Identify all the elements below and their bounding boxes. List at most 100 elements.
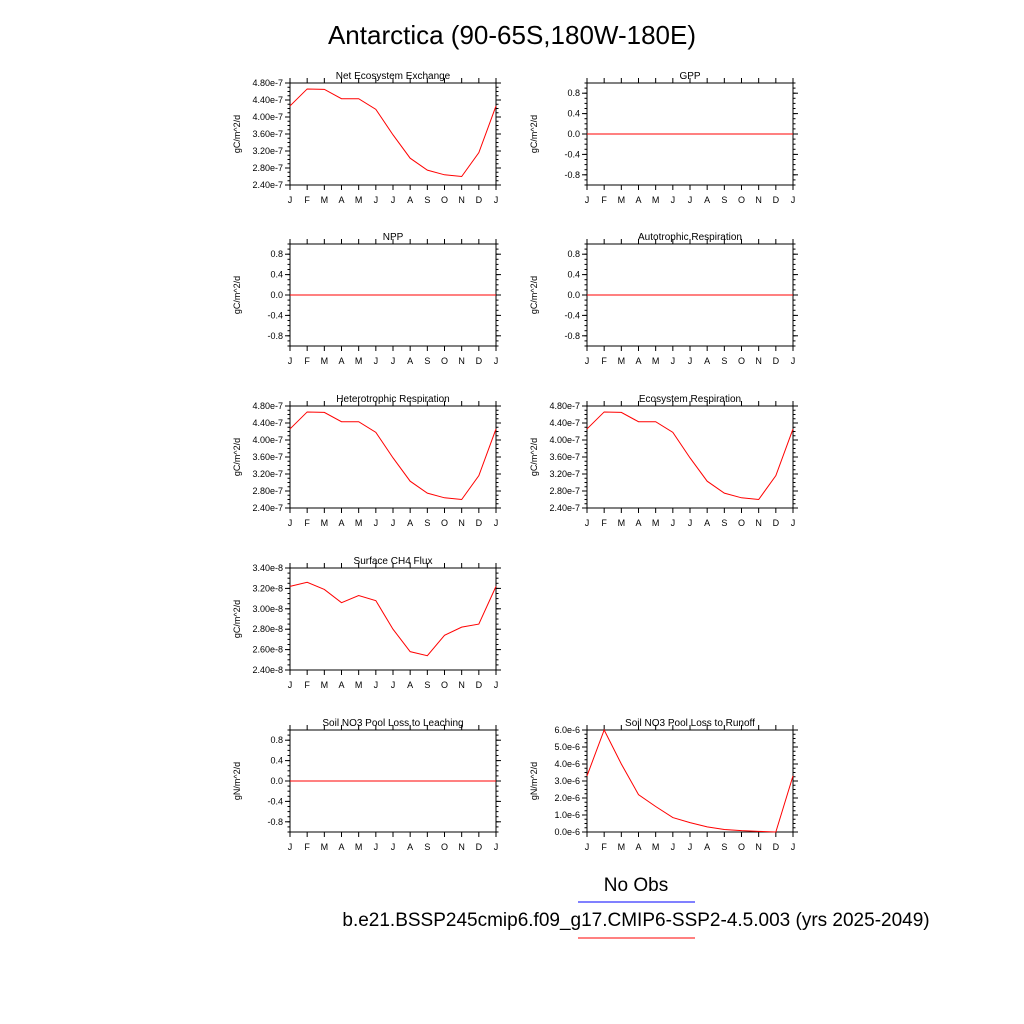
y-axis-label: gC/m^2/d: [529, 276, 539, 314]
series-line: [289, 88, 497, 178]
x-tick-label: D: [476, 680, 483, 690]
x-tick-label: J: [288, 356, 293, 366]
x-tick-label: J: [585, 842, 590, 852]
chart-title: Surface CH4 Flux: [354, 556, 433, 567]
chart-panel: Ecosystem Respiration gC/m^2/d 2.40e-7 2.80…: [529, 394, 798, 528]
chart-title: Ecosystem Respiration: [639, 394, 741, 405]
y-tick-label: 4.80e-7: [252, 78, 283, 88]
chart-panel: Soil NO3 Pool Loss to Runoff gN/m^2/d 0.0e…: [529, 718, 798, 852]
series-line: [289, 581, 497, 657]
y-axis-label: gC/m^2/d: [529, 115, 539, 153]
y-tick-label: 0.8: [567, 88, 580, 98]
x-tick-label: J: [688, 842, 693, 852]
x-tick-label: A: [635, 842, 641, 852]
x-tick-label: J: [585, 195, 590, 205]
x-tick-label: N: [458, 195, 465, 205]
x-tick-label: M: [652, 842, 660, 852]
y-tick-label: 0.4: [567, 270, 580, 280]
x-tick-label: J: [585, 518, 590, 528]
x-tick-label: J: [671, 195, 676, 205]
x-tick-label: M: [652, 195, 660, 205]
x-tick-label: J: [671, 518, 676, 528]
x-tick-label: D: [476, 518, 483, 528]
x-tick-label: A: [704, 518, 710, 528]
y-tick-label: 2.80e-7: [252, 486, 283, 496]
y-tick-label: 4.00e-7: [549, 435, 580, 445]
y-tick-label: 3.20e-7: [252, 469, 283, 479]
y-tick-label: -0.8: [267, 817, 283, 827]
y-tick-label: -0.8: [564, 331, 580, 341]
x-tick-label: F: [601, 518, 607, 528]
x-tick-label: F: [304, 842, 310, 852]
y-tick-label: 4.40e-7: [252, 95, 283, 105]
x-tick-label: O: [738, 518, 745, 528]
x-tick-label: A: [407, 195, 413, 205]
y-tick-label: 2.40e-7: [252, 180, 283, 190]
y-tick-label: 3.20e-8: [252, 583, 283, 593]
y-tick-label: 0.0: [567, 129, 580, 139]
x-tick-label: J: [494, 518, 499, 528]
y-tick-label: -0.8: [267, 331, 283, 341]
x-tick-label: D: [773, 356, 780, 366]
y-tick-label: 4.40e-7: [252, 418, 283, 428]
x-tick-label: D: [773, 842, 780, 852]
series-line: [289, 411, 497, 501]
y-tick-label: 0.4: [270, 756, 283, 766]
x-tick-label: S: [424, 518, 430, 528]
x-tick-label: J: [671, 356, 676, 366]
x-tick-label: J: [791, 195, 796, 205]
x-tick-label: J: [791, 518, 796, 528]
x-tick-label: J: [374, 356, 379, 366]
y-axis-label: gC/m^2/d: [529, 438, 539, 476]
y-tick-label: 3.60e-7: [252, 452, 283, 462]
plot-frame: [586, 729, 794, 833]
chart-panel: Soil NO3 Pool Loss to Leaching gN/m^2/d -0…: [232, 718, 501, 852]
legend-label-model: b.e21.BSSP245cmip6.f09_g17.CMIP6-SSP2-4.…: [342, 910, 929, 931]
y-tick-label: 3.20e-7: [549, 469, 580, 479]
series-line: [586, 411, 794, 501]
x-tick-label: J: [494, 680, 499, 690]
y-tick-label: 0.8: [567, 249, 580, 259]
x-tick-label: S: [721, 356, 727, 366]
plot-frame: [289, 567, 497, 671]
chart-panels: Net Ecosystem Exchange gC/m^2/d 2.40e-7 2.8…: [232, 71, 798, 852]
x-tick-label: J: [288, 680, 293, 690]
x-tick-label: A: [407, 842, 413, 852]
x-tick-label: S: [424, 356, 430, 366]
x-tick-label: O: [441, 356, 448, 366]
chart-title: Autotrophic Respiration: [638, 232, 742, 243]
y-tick-label: 3.60e-7: [549, 452, 580, 462]
chart-panel: Surface CH4 Flux gC/m^2/d 2.40e-8 2.60e-8 2.…: [232, 556, 501, 690]
x-tick-label: A: [338, 195, 344, 205]
x-tick-label: J: [288, 518, 293, 528]
x-tick-label: A: [407, 356, 413, 366]
y-tick-label: 2.60e-8: [252, 645, 283, 655]
x-tick-label: N: [458, 680, 465, 690]
chart-panel: Heterotrophic Respiration gC/m^2/d 2.40e-7…: [232, 394, 501, 528]
y-tick-label: 0.8: [270, 735, 283, 745]
x-tick-label: J: [374, 195, 379, 205]
x-tick-label: S: [424, 680, 430, 690]
x-tick-label: A: [338, 680, 344, 690]
x-tick-label: J: [374, 680, 379, 690]
chart-title: NPP: [383, 232, 404, 243]
y-tick-label: -0.4: [267, 310, 283, 320]
y-tick-label: 4.00e-7: [252, 112, 283, 122]
y-tick-label: 1.0e-6: [554, 810, 580, 820]
y-tick-label: 2.40e-8: [252, 665, 283, 675]
chart-panel: Autotrophic Respiration gC/m^2/d -0.8 -0.4 0…: [529, 232, 798, 366]
chart-panel: Net Ecosystem Exchange gC/m^2/d 2.40e-7 2.8…: [232, 71, 501, 205]
x-tick-label: J: [791, 842, 796, 852]
chart-title: GPP: [679, 71, 700, 82]
x-tick-label: D: [773, 518, 780, 528]
x-tick-label: O: [441, 842, 448, 852]
x-tick-label: J: [391, 195, 396, 205]
y-tick-label: 3.20e-7: [252, 146, 283, 156]
x-tick-label: M: [321, 842, 329, 852]
y-axis-label: gC/m^2/d: [232, 276, 242, 314]
y-tick-label: 3.40e-8: [252, 563, 283, 573]
legend: No Obs b.e21.BSSP245cmip6.f09_g17.CMIP6-…: [342, 875, 930, 939]
y-tick-label: 4.0e-6: [554, 759, 580, 769]
chart-title: Net Ecosystem Exchange: [336, 71, 451, 82]
x-tick-label: M: [321, 518, 329, 528]
